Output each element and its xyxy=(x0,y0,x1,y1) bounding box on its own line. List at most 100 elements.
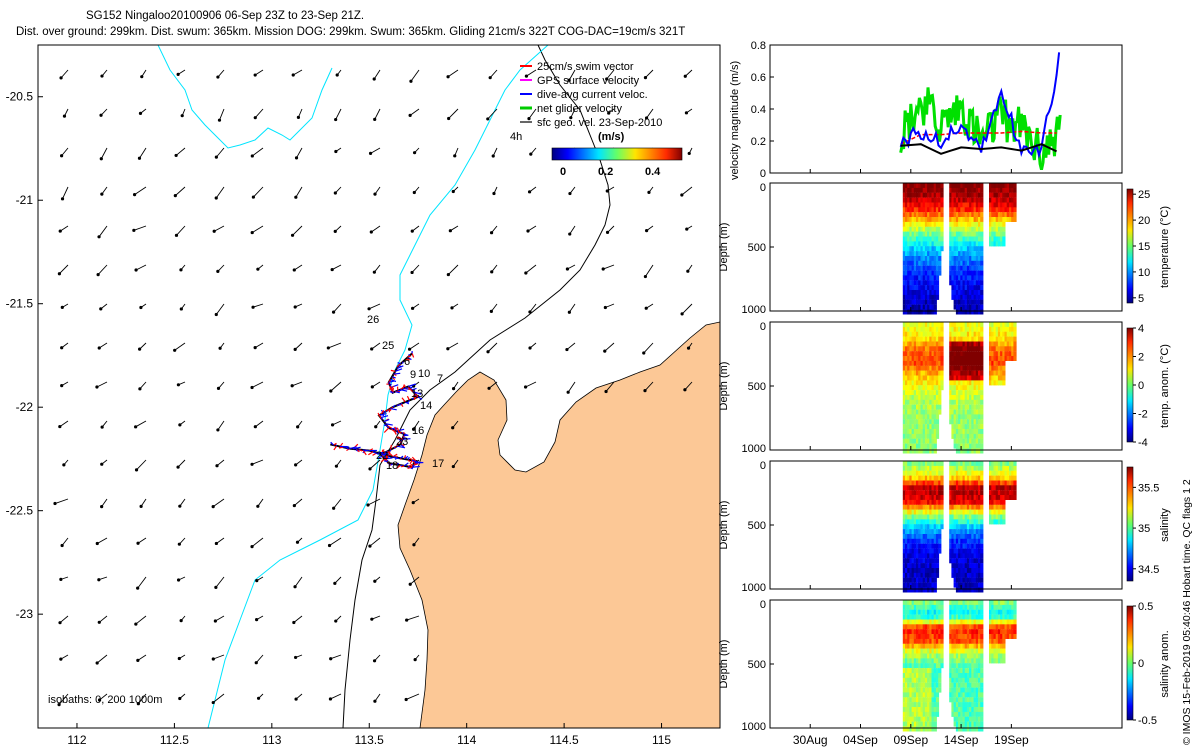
section-cell xyxy=(966,534,971,539)
velocity-arrow xyxy=(97,537,108,544)
section-cell xyxy=(993,341,997,347)
velocity-arrow-head xyxy=(132,193,137,197)
section-cell xyxy=(971,322,975,327)
velocity-arrow-head xyxy=(255,618,259,622)
section-cell xyxy=(920,619,924,625)
section-cell xyxy=(978,572,982,578)
section-cell xyxy=(975,390,979,396)
section-cell xyxy=(911,614,915,620)
section-cell xyxy=(953,490,957,496)
section-cell xyxy=(909,677,913,683)
section-cell xyxy=(966,390,971,396)
section-cell xyxy=(927,356,931,361)
section-cell xyxy=(960,433,964,439)
velocity-arrow xyxy=(645,264,654,277)
section-cell xyxy=(924,346,929,352)
section-cell xyxy=(953,495,957,500)
section-cell xyxy=(905,309,909,315)
current-vector xyxy=(409,386,414,389)
section-cell xyxy=(960,721,964,727)
section-cell xyxy=(971,207,975,213)
section-cell xyxy=(918,370,922,376)
section-cell xyxy=(1004,331,1008,337)
section-cell xyxy=(927,241,931,247)
section-cell xyxy=(973,270,977,276)
section-cell xyxy=(997,634,1002,639)
section-cell xyxy=(916,687,920,693)
section-cell xyxy=(918,414,922,420)
section-cell xyxy=(966,183,971,188)
velocity-arrow-head xyxy=(680,312,684,316)
section-cell xyxy=(975,461,979,466)
section-cell xyxy=(924,260,929,266)
section-cell xyxy=(933,461,937,466)
section-cell xyxy=(958,231,962,237)
section-cell xyxy=(973,365,977,371)
section-cell xyxy=(969,634,973,639)
section-cell xyxy=(916,187,920,193)
section-cell xyxy=(969,668,973,674)
section-cell xyxy=(918,634,922,639)
section-cell xyxy=(978,290,982,295)
section-cell xyxy=(929,643,933,649)
section-cell xyxy=(955,424,960,430)
section-cell xyxy=(971,360,975,366)
section-cell xyxy=(924,514,929,520)
velocity-arrow-head xyxy=(293,585,297,589)
section-cell xyxy=(966,404,971,410)
section-cell xyxy=(913,673,917,678)
section-cell xyxy=(905,326,909,332)
section-cell xyxy=(955,231,960,237)
section-cell xyxy=(920,692,924,698)
section-cell xyxy=(949,331,953,337)
y-tick-label: -23 xyxy=(16,607,34,621)
section-cell xyxy=(929,490,933,496)
section-cell xyxy=(929,231,933,237)
section-cell xyxy=(958,553,962,559)
section-cell xyxy=(918,572,922,578)
section-cell xyxy=(953,677,957,683)
section-cell xyxy=(911,609,915,615)
section-cell xyxy=(953,443,957,449)
section-cell xyxy=(975,385,979,391)
section-cell xyxy=(922,395,926,400)
section-cell xyxy=(927,399,931,405)
section-cell xyxy=(1002,331,1006,337)
section-cell xyxy=(962,280,966,286)
section-cell xyxy=(905,568,909,573)
velocity-arrow-head xyxy=(607,111,611,115)
section-cell xyxy=(933,490,937,496)
section-cell xyxy=(969,326,973,332)
section-cell xyxy=(978,192,982,198)
section-cell xyxy=(951,702,955,708)
section-cell xyxy=(916,568,920,573)
section-cell xyxy=(922,577,926,583)
section-cell xyxy=(978,395,982,400)
section-cell xyxy=(931,716,935,722)
section-cell xyxy=(938,524,942,530)
section-cell xyxy=(918,653,922,659)
swim-vector xyxy=(387,450,393,457)
section-cell xyxy=(973,192,977,198)
section-cell xyxy=(927,461,931,466)
section-cell xyxy=(905,643,909,649)
section-cell xyxy=(931,692,935,698)
section-cell xyxy=(955,499,960,505)
section-cell xyxy=(980,221,984,227)
section-cell xyxy=(929,346,933,352)
section-cell xyxy=(958,563,962,569)
section-cell xyxy=(962,519,966,525)
section-cell xyxy=(958,207,962,213)
section-cell xyxy=(960,351,964,357)
section-cell xyxy=(960,558,964,564)
section-cell xyxy=(924,682,929,688)
section-cell xyxy=(991,514,995,520)
section-cell xyxy=(973,490,977,496)
section-cell xyxy=(907,280,911,286)
section-cell xyxy=(916,399,920,405)
section-cell xyxy=(969,638,973,644)
section-cell xyxy=(907,265,911,271)
section-cell xyxy=(918,375,922,381)
section-cell xyxy=(951,212,955,218)
section-cell xyxy=(905,304,909,310)
